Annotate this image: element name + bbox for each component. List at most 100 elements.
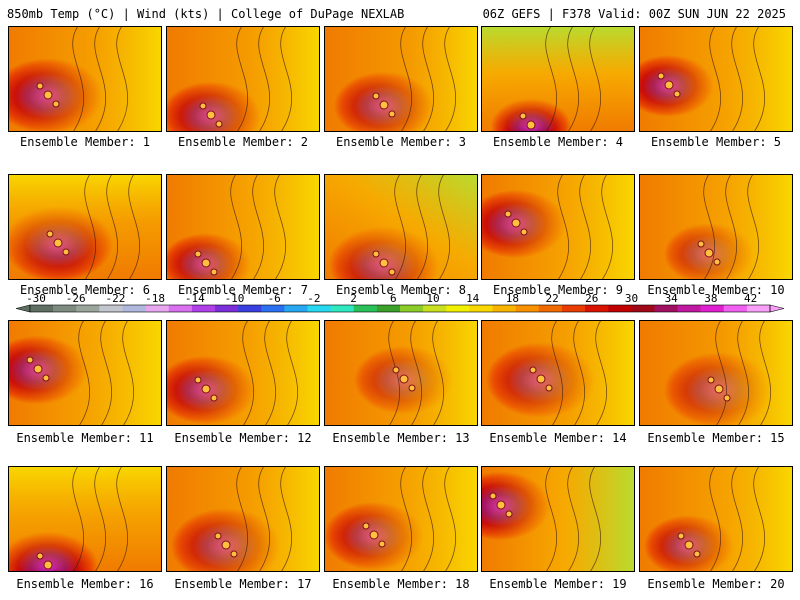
contour-line xyxy=(264,320,276,426)
contour-line xyxy=(236,466,248,572)
contour-line xyxy=(78,320,90,426)
hot-spot xyxy=(33,364,43,374)
contour-line xyxy=(72,26,84,132)
ensemble-panel-12 xyxy=(166,320,320,426)
ensemble-panel-5 xyxy=(639,26,793,132)
panel-frame xyxy=(639,174,793,280)
hot-spot xyxy=(215,120,223,128)
contour-line xyxy=(280,466,292,572)
colorbar-swatch xyxy=(99,305,123,312)
member-label: Ensemble Member: 17 xyxy=(174,577,312,591)
hot-spot xyxy=(388,110,396,118)
hot-spot xyxy=(52,100,60,108)
cool-side-shading xyxy=(639,466,793,572)
model-run-info: 06Z GEFS | F378 Valid: 00Z SUN JUN 22 20… xyxy=(482,7,786,21)
hot-spot xyxy=(362,522,370,530)
ensemble-panel-7 xyxy=(166,174,320,280)
hot-spot xyxy=(36,552,44,560)
hot-spot xyxy=(684,540,694,550)
panel-frame xyxy=(639,466,793,572)
contour-line xyxy=(759,320,771,426)
contour-line xyxy=(567,466,579,572)
ensemble-panel-18 xyxy=(324,466,478,572)
hot-spot xyxy=(46,230,54,238)
panel-frame xyxy=(166,466,320,572)
contour-line xyxy=(116,466,128,572)
contour-line xyxy=(242,320,254,426)
member-label: Ensemble Member: 18 xyxy=(332,577,470,591)
colorbar-max-arrow xyxy=(769,304,785,313)
member-label: Ensemble Member: 10 xyxy=(647,283,785,297)
contour-line xyxy=(394,174,406,280)
colorbar-tick-label: -10 xyxy=(225,293,245,305)
colorbar-swatch xyxy=(492,305,516,312)
contour-line xyxy=(438,174,450,280)
panel-frame xyxy=(481,320,635,426)
colorbar-swatch xyxy=(376,305,401,312)
contour-line xyxy=(753,466,765,572)
contour-line xyxy=(557,174,569,280)
cool-side-shading xyxy=(8,466,162,572)
contour-line xyxy=(422,26,434,132)
hot-spot xyxy=(526,120,536,130)
temperature-colorbar: -30 -26 -22 -18 -14 -10 -6 -2 2 6 10 14 18 22 26 30 34 38… xyxy=(15,293,785,313)
panel-frame xyxy=(639,26,793,132)
panel-frame xyxy=(8,466,162,572)
colorbar-tick-label: -22 xyxy=(105,293,125,305)
contour-line xyxy=(230,174,242,280)
contour-line xyxy=(432,320,444,426)
hot-spot xyxy=(489,492,497,500)
contour-line xyxy=(747,174,759,280)
colorbar-swatch xyxy=(168,305,193,312)
hot-spot xyxy=(201,384,211,394)
panel-frame xyxy=(324,26,478,132)
colorbar-swatch xyxy=(53,305,77,312)
hot-spot xyxy=(372,92,380,100)
contour-line xyxy=(128,174,140,280)
hot-spot xyxy=(657,72,665,80)
colorbar-tick-label: 6 xyxy=(390,293,397,305)
ensemble-panel-16 xyxy=(8,466,162,572)
colorbar-swatch xyxy=(723,305,748,312)
hot-spot xyxy=(201,258,211,268)
cool-side-shading xyxy=(481,26,635,132)
member-label: Ensemble Member: 1 xyxy=(19,135,151,149)
hot-spot xyxy=(511,218,521,228)
colorbar-swatch xyxy=(30,305,54,312)
contour-line xyxy=(589,466,601,572)
colorbar-tick-label: -30 xyxy=(26,293,46,305)
panel-frame xyxy=(324,466,478,572)
ensemble-panel-15 xyxy=(639,320,793,426)
hot-spot xyxy=(214,532,222,540)
contour-line xyxy=(725,174,737,280)
hot-spot xyxy=(379,258,389,268)
contour-line xyxy=(400,466,412,572)
colorbar-swatch xyxy=(191,305,216,312)
hot-spot xyxy=(704,248,714,258)
colorbar-tick-label: 42 xyxy=(744,293,757,305)
hot-spot xyxy=(379,100,389,110)
panel-frame xyxy=(166,174,320,280)
member-label: Ensemble Member: 6 xyxy=(19,283,151,297)
colorbar-tick-label: -18 xyxy=(145,293,165,305)
colorbar-swatch xyxy=(608,305,632,312)
contour-line xyxy=(709,26,721,132)
ensemble-panel-10 xyxy=(639,174,793,280)
contour-line xyxy=(236,26,248,132)
contour-line xyxy=(94,466,106,572)
panel-frame xyxy=(639,320,793,426)
hot-spot xyxy=(677,532,685,540)
contour-line xyxy=(122,320,134,426)
contour-line xyxy=(444,466,456,572)
colorbar-tick-label: 10 xyxy=(426,293,439,305)
hot-spot xyxy=(519,112,527,120)
colorbar-tick-label: -14 xyxy=(185,293,205,305)
hot-spot xyxy=(713,258,721,266)
contour-line xyxy=(545,466,557,572)
hot-spot xyxy=(697,240,705,248)
member-label: Ensemble Member: 2 xyxy=(177,135,309,149)
hot-spot xyxy=(36,82,44,90)
contour-line xyxy=(715,320,727,426)
ensemble-panel-8 xyxy=(324,174,478,280)
panel-frame xyxy=(481,26,635,132)
